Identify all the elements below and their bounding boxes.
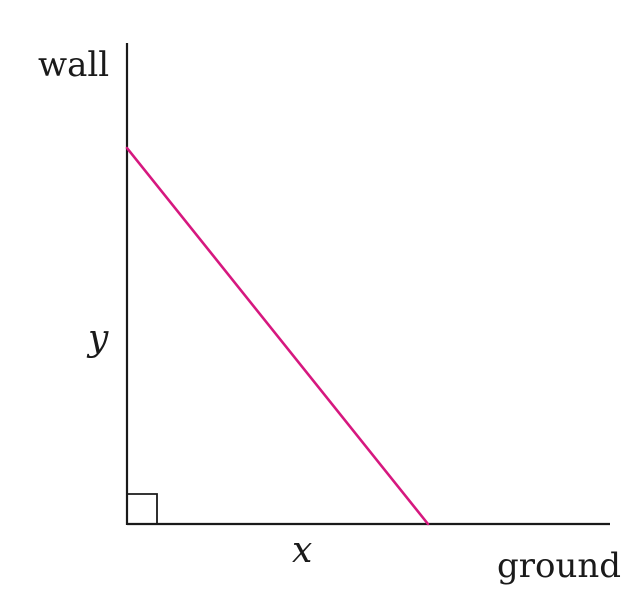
wall-label: wall bbox=[38, 45, 109, 85]
ladder-line bbox=[125, 146, 430, 526]
base-variable-label: x bbox=[292, 530, 312, 571]
right-angle-marker bbox=[127, 493, 158, 524]
ground-label: ground bbox=[497, 546, 621, 586]
height-variable-label: y bbox=[86, 318, 109, 359]
